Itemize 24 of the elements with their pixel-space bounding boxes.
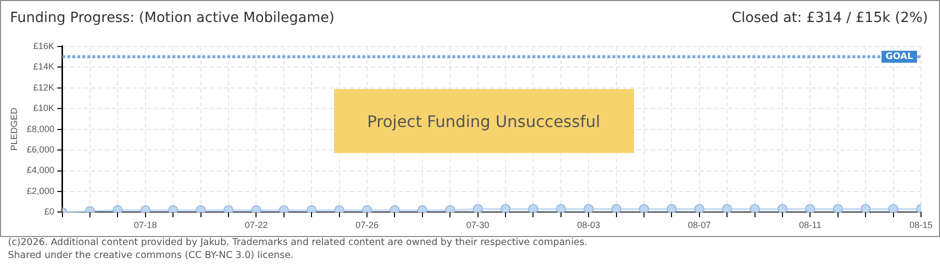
x-tick-label: 07-30 — [466, 220, 490, 230]
text: Shared under the creative commons (CC BY-NC 3.0) license. — [8, 249, 295, 262]
y-axis-title: PLEDGED — [8, 107, 19, 151]
x-tick-label: 08-11 — [799, 220, 822, 230]
ref-line-label: GOAL — [886, 52, 914, 62]
x-tick-label: 08-15 — [909, 220, 933, 230]
y-tick-label: £8,000 — [26, 124, 54, 134]
x-tick-label: 07-26 — [356, 220, 379, 230]
notice-banner: Project Funding Unsuccessful — [334, 89, 634, 153]
x-tick-label: 07-22 — [244, 220, 268, 230]
x-tick-label: 08-07 — [688, 220, 711, 230]
y-tick-label: £0 — [44, 206, 54, 217]
y-tick-label: £10K — [33, 103, 54, 114]
y-tick-label: £6,000 — [26, 144, 54, 155]
y-tick-label: £4,000 — [26, 165, 54, 176]
y-tick-label: £2,000 — [26, 186, 54, 196]
y-tick-label: £16K — [33, 40, 54, 51]
y-tick-label: £12K — [33, 82, 54, 92]
chart-title: Funding Progress: (Motion active Mobilegame) — [10, 10, 334, 26]
x-tick-label: 08-03 — [577, 220, 600, 230]
chart-subtitle: Closed at: £314 / £15k (2%) — [732, 10, 928, 26]
y-tick-label: £14K — [33, 62, 54, 72]
text: (c)2026. Additional content provided by Jakub. Trademarks and related content are owned by their respective companies. — [8, 236, 588, 249]
x-tick-label: 07-18 — [134, 220, 157, 230]
